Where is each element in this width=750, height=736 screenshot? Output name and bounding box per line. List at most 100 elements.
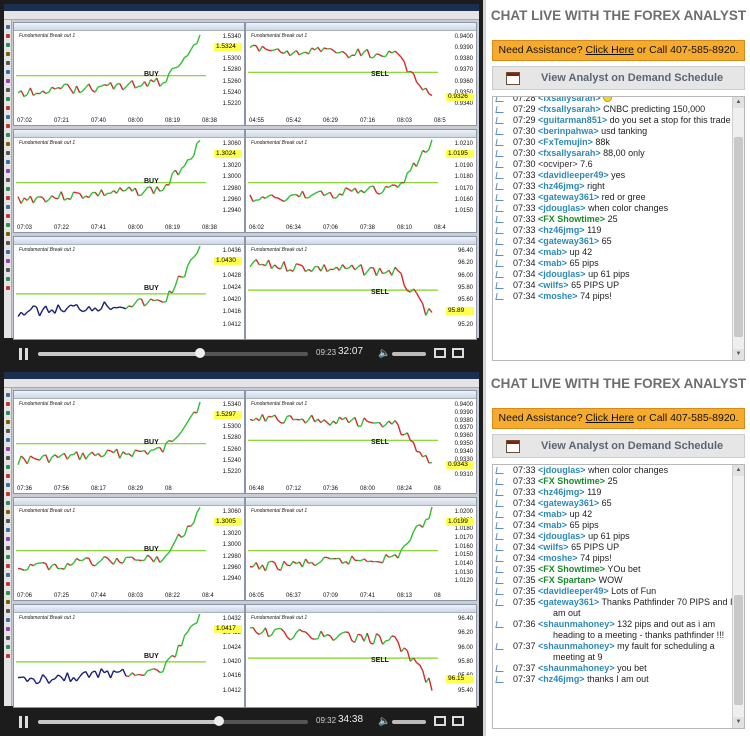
tool-icon[interactable] (6, 79, 10, 83)
chart-window[interactable]: Fundamental Break out 11.30601.30401.302… (13, 497, 245, 601)
tool-icon[interactable] (6, 25, 10, 29)
message-user[interactable]: <FX Showtime> (538, 564, 606, 574)
tool-icon[interactable] (6, 133, 10, 137)
tool-icon[interactable] (6, 420, 10, 424)
message-user[interactable]: <wilfs> (538, 280, 569, 290)
tool-icon[interactable] (6, 582, 10, 586)
tool-icon[interactable] (6, 456, 10, 460)
chat-scrollbar[interactable]: ▲ ▼ (732, 97, 744, 360)
tool-icon[interactable] (6, 393, 10, 397)
tool-icon[interactable] (6, 259, 10, 263)
video-player[interactable]: Fundamental Break out 11.53401.53201.530… (0, 368, 483, 736)
tool-icon[interactable] (6, 645, 10, 649)
tool-icon[interactable] (6, 447, 10, 451)
tool-icon[interactable] (6, 124, 10, 128)
pause-button[interactable] (18, 348, 29, 360)
seek-knob[interactable] (213, 716, 224, 726)
message-user[interactable]: <FX Showtime> (538, 214, 606, 224)
message-user[interactable]: <berinpahwa> (538, 126, 599, 136)
message-user[interactable]: <moshe> (538, 553, 578, 563)
message-user[interactable]: <jdouglas> (538, 269, 586, 279)
chart-window[interactable]: Fundamental Break out 11.53401.53201.530… (13, 390, 245, 494)
scroll-thumb[interactable] (734, 137, 743, 337)
tool-icon[interactable] (6, 627, 10, 631)
message-user[interactable]: <wilfs> (538, 542, 569, 552)
click-here-link[interactable]: Click Here (585, 44, 634, 56)
message-user[interactable]: <jdouglas> (538, 203, 586, 213)
volume-slider[interactable] (392, 352, 426, 356)
tool-icon[interactable] (6, 205, 10, 209)
tool-icon[interactable] (6, 465, 10, 469)
message-user[interactable]: <moshe> (538, 291, 578, 301)
click-here-link[interactable]: Click Here (585, 412, 634, 424)
message-user[interactable]: <jdouglas> (538, 465, 586, 475)
message-user[interactable]: <fxsallysarah> (538, 104, 601, 114)
chart-window[interactable]: Fundamental Break out 11.02101.02001.019… (245, 129, 477, 233)
message-user[interactable]: <mab> (538, 247, 568, 257)
tool-icon[interactable] (6, 241, 10, 245)
chart-window[interactable]: Fundamental Break out 11.04361.04321.042… (13, 236, 245, 340)
tool-icon[interactable] (6, 214, 10, 218)
tool-icon[interactable] (6, 106, 10, 110)
message-user[interactable]: <gateway361> (538, 597, 600, 607)
chart-window[interactable]: Fundamental Break out 1 0.9400 0.9390 0.938… (245, 22, 477, 126)
chart-window[interactable]: Fundamental Break out 11.02001.01901.018… (245, 497, 477, 601)
tool-icon[interactable] (6, 61, 10, 65)
scroll-down-icon[interactable]: ▼ (733, 717, 744, 728)
seek-bar[interactable] (38, 352, 308, 356)
message-user[interactable]: <mab> (538, 258, 568, 268)
tool-icon[interactable] (6, 88, 10, 92)
tool-icon[interactable] (6, 591, 10, 595)
video-player[interactable]: Fundamental Break out 11.53401.53201.530… (0, 0, 483, 368)
fullscreen-icon[interactable] (452, 716, 464, 726)
tool-icon[interactable] (6, 555, 10, 559)
message-user[interactable]: <hz46jmg> (538, 487, 585, 497)
message-user[interactable]: <FX Spartan> (538, 575, 597, 585)
pause-button[interactable] (18, 716, 29, 728)
tool-icon[interactable] (6, 196, 10, 200)
volume-icon[interactable]: 🔈 (378, 716, 391, 727)
tool-icon[interactable] (6, 97, 10, 101)
message-user[interactable]: <hz46jmg> (538, 225, 585, 235)
chart-window[interactable]: Fundamental Break out 1 96.40 96.20 96.00 95… (245, 604, 477, 708)
tool-icon[interactable] (6, 501, 10, 505)
tool-icon[interactable] (6, 483, 10, 487)
message-user[interactable]: <jdouglas> (538, 531, 586, 541)
tool-icon[interactable] (6, 609, 10, 613)
message-user[interactable]: <fxsallysarah> (538, 96, 601, 103)
message-user[interactable]: <davidleeper49> (538, 170, 609, 180)
message-user[interactable]: <davidleeper49> (538, 586, 609, 596)
chart-window[interactable]: Fundamental Break out 11.30601.30401.302… (13, 129, 245, 233)
chart-window[interactable]: Fundamental Break out 11.53401.53201.530… (13, 22, 245, 126)
message-user[interactable]: <FxTemujin> (538, 137, 593, 147)
seek-knob[interactable] (195, 348, 205, 358)
message-user[interactable]: <shaunmahoney> (538, 641, 615, 651)
tool-icon[interactable] (6, 402, 10, 406)
tool-icon[interactable] (6, 223, 10, 227)
tool-icon[interactable] (6, 115, 10, 119)
tool-icon[interactable] (6, 636, 10, 640)
message-user[interactable]: <fxsallysarah> (538, 148, 601, 158)
volume-icon[interactable]: 🔈 (378, 348, 391, 359)
schedule-button[interactable]: View Analyst on Demand Schedule (492, 434, 745, 458)
tool-icon[interactable] (6, 142, 10, 146)
tool-icon[interactable] (6, 537, 10, 541)
tool-icon[interactable] (6, 286, 10, 290)
tool-icon[interactable] (6, 474, 10, 478)
message-user[interactable]: <guitarman851> (538, 115, 608, 125)
message-user[interactable]: <shaunmahoney> (538, 619, 615, 629)
tool-icon[interactable] (6, 43, 10, 47)
message-user[interactable]: <FX Showtime> (538, 476, 606, 486)
message-user[interactable]: <mab> (538, 520, 568, 530)
tool-icon[interactable] (6, 277, 10, 281)
tool-icon[interactable] (6, 250, 10, 254)
chat-scrollbar[interactable]: ▲ ▼ (732, 465, 744, 728)
tool-icon[interactable] (6, 232, 10, 236)
message-user[interactable]: <gateway361> (538, 192, 600, 202)
tool-icon[interactable] (6, 151, 10, 155)
tool-icon[interactable] (6, 187, 10, 191)
message-user[interactable]: <mab> (538, 509, 568, 519)
schedule-button[interactable]: View Analyst on Demand Schedule (492, 66, 745, 90)
tool-icon[interactable] (6, 528, 10, 532)
message-user[interactable]: <hz46jmg> (538, 181, 585, 191)
